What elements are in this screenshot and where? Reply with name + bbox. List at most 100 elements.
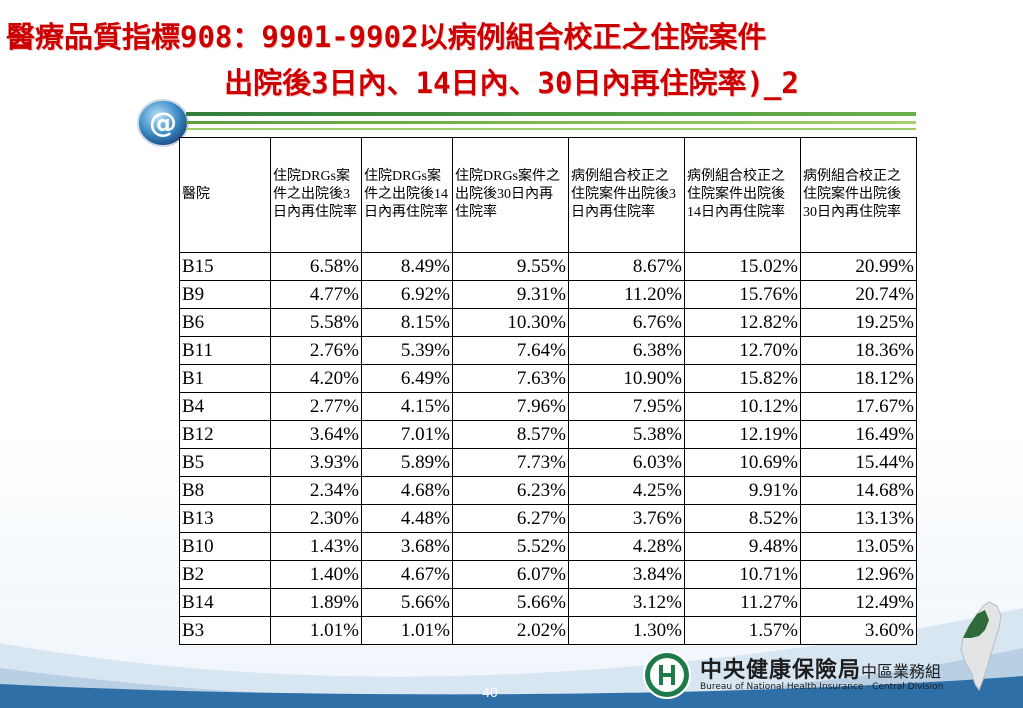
rate-cell: 2.77% bbox=[270, 392, 362, 421]
hospital-cell: B10 bbox=[179, 532, 271, 561]
rate-cell: 1.01% bbox=[361, 616, 453, 645]
slide-title: 醫療品質指標908：9901-9902以病例組合校正之住院案件 出院後3日內、1… bbox=[0, 14, 1023, 106]
org-name-english: Bureau of National Health Insurance · Ce… bbox=[700, 682, 944, 692]
header-rule-dark bbox=[186, 112, 916, 116]
rate-cell: 6.27% bbox=[452, 504, 569, 533]
rate-cell: 12.96% bbox=[800, 560, 917, 589]
rate-cell: 4.48% bbox=[361, 504, 453, 533]
table-row: B3 1.01% 1.01% 2.02% 1.30% 1.57% 3.60% bbox=[179, 616, 917, 645]
rate-cell: 3.64% bbox=[270, 420, 362, 449]
rate-cell: 10.69% bbox=[684, 448, 801, 477]
table-row: B11 2.76% 5.39% 7.64% 6.38% 12.70% 18.36% bbox=[179, 336, 917, 365]
rate-cell: 7.63% bbox=[452, 364, 569, 393]
header-rule-light bbox=[186, 128, 916, 130]
rate-cell: 15.02% bbox=[684, 252, 801, 281]
rate-cell: 3.76% bbox=[568, 504, 685, 533]
table-row: B13 2.30% 4.48% 6.27% 3.76% 8.52% 13.13% bbox=[179, 504, 917, 533]
hospital-cell: B14 bbox=[179, 588, 271, 617]
rate-cell: 2.34% bbox=[270, 476, 362, 505]
rate-cell: 7.95% bbox=[568, 392, 685, 421]
slide-title-line-2: 出院後3日內、14日內、30日內再住院率)_2 bbox=[224, 66, 799, 100]
rate-cell: 9.48% bbox=[684, 532, 801, 561]
table-row: B2 1.40% 4.67% 6.07% 3.84% 10.71% 12.96% bbox=[179, 560, 917, 589]
rate-cell: 10.71% bbox=[684, 560, 801, 589]
hospital-cell: B9 bbox=[179, 280, 271, 309]
rate-cell: 6.58% bbox=[270, 252, 362, 281]
table-header-row: 醫院 住院DRGs案件之出院後3日內再住院率 住院DRGs案件之出院後14日內再… bbox=[179, 137, 917, 253]
rate-cell: 15.44% bbox=[800, 448, 917, 477]
table-row: B1 4.20% 6.49% 7.63% 10.90% 15.82% 18.12% bbox=[179, 364, 917, 393]
column-header-drgs-30day: 住院DRGs案件之出院後30日內再住院率 bbox=[452, 137, 569, 253]
rate-cell: 1.01% bbox=[270, 616, 362, 645]
hospital-cell: B15 bbox=[179, 252, 271, 281]
rate-cell: 19.25% bbox=[800, 308, 917, 337]
rate-cell: 5.52% bbox=[452, 532, 569, 561]
rate-cell: 4.20% bbox=[270, 364, 362, 393]
footer-wave-decoration bbox=[0, 608, 1023, 708]
rate-cell: 4.77% bbox=[270, 280, 362, 309]
rate-cell: 10.90% bbox=[568, 364, 685, 393]
column-header-drgs-14day: 住院DRGs案件之出院後14日內再住院率 bbox=[361, 137, 453, 253]
hospital-cell: B4 bbox=[179, 392, 271, 421]
rate-cell: 2.76% bbox=[270, 336, 362, 365]
page-number: 40 bbox=[482, 684, 498, 700]
rate-cell: 13.05% bbox=[800, 532, 917, 561]
column-header-adjusted-14day: 病例組合校正之住院案件出院後14日內再住院率 bbox=[684, 137, 801, 253]
rate-cell: 1.57% bbox=[684, 616, 801, 645]
footer-organization: 中央健康保險局中區業務組 Bureau of National Health I… bbox=[700, 652, 943, 692]
rate-cell: 3.68% bbox=[361, 532, 453, 561]
hospital-cell: B13 bbox=[179, 504, 271, 533]
hospital-cell: B5 bbox=[179, 448, 271, 477]
rate-cell: 15.76% bbox=[684, 280, 801, 309]
org-division: 中區業務組 bbox=[861, 662, 942, 681]
rate-cell: 6.76% bbox=[568, 308, 685, 337]
rate-cell: 18.12% bbox=[800, 364, 917, 393]
rate-cell: 20.99% bbox=[800, 252, 917, 281]
rate-cell: 5.58% bbox=[270, 308, 362, 337]
rate-cell: 10.12% bbox=[684, 392, 801, 421]
rate-cell: 7.64% bbox=[452, 336, 569, 365]
rate-cell: 5.66% bbox=[361, 588, 453, 617]
hospital-cell: B2 bbox=[179, 560, 271, 589]
rate-cell: 3.93% bbox=[270, 448, 362, 477]
rate-cell: 6.49% bbox=[361, 364, 453, 393]
hospital-cell: B12 bbox=[179, 420, 271, 449]
rate-cell: 1.30% bbox=[568, 616, 685, 645]
rate-cell: 11.27% bbox=[684, 588, 801, 617]
rate-cell: 9.91% bbox=[684, 476, 801, 505]
rate-cell: 8.15% bbox=[361, 308, 453, 337]
table-row: B4 2.77% 4.15% 7.96% 7.95% 10.12% 17.67% bbox=[179, 392, 917, 421]
rate-cell: 6.23% bbox=[452, 476, 569, 505]
rate-cell: 1.40% bbox=[270, 560, 362, 589]
table-row: B15 6.58% 8.49% 9.55% 8.67% 15.02% 20.99% bbox=[179, 252, 917, 281]
rate-cell: 4.28% bbox=[568, 532, 685, 561]
rate-cell: 6.07% bbox=[452, 560, 569, 589]
rate-cell: 16.49% bbox=[800, 420, 917, 449]
column-header-adjusted-30day: 病例組合校正之住院案件出院後30日內再住院率 bbox=[800, 137, 917, 253]
taiwan-map-icon bbox=[960, 601, 1002, 692]
rate-cell: 5.38% bbox=[568, 420, 685, 449]
rate-cell: 4.25% bbox=[568, 476, 685, 505]
rate-cell: 2.02% bbox=[452, 616, 569, 645]
rate-cell: 15.82% bbox=[684, 364, 801, 393]
hospital-cell: B8 bbox=[179, 476, 271, 505]
column-header-drgs-3day: 住院DRGs案件之出院後3日內再住院率 bbox=[270, 137, 362, 253]
rate-cell: 12.19% bbox=[684, 420, 801, 449]
table-row: B12 3.64% 7.01% 8.57% 5.38% 12.19% 16.49% bbox=[179, 420, 917, 449]
rate-cell: 17.67% bbox=[800, 392, 917, 421]
org-name: 中央健康保險局 bbox=[700, 658, 862, 683]
rate-cell: 3.12% bbox=[568, 588, 685, 617]
svg-text:@: @ bbox=[149, 106, 177, 139]
nhi-emblem-icon bbox=[643, 651, 691, 699]
rate-cell: 14.68% bbox=[800, 476, 917, 505]
rate-cell: 10.30% bbox=[452, 308, 569, 337]
rate-cell: 4.68% bbox=[361, 476, 453, 505]
rate-cell: 8.49% bbox=[361, 252, 453, 281]
rate-cell: 18.36% bbox=[800, 336, 917, 365]
rate-cell: 5.39% bbox=[361, 336, 453, 365]
hospital-cell: B3 bbox=[179, 616, 271, 645]
slide-title-line-1: 醫療品質指標908：9901-9902以病例組合校正之住院案件 bbox=[6, 20, 767, 54]
rate-cell: 7.73% bbox=[452, 448, 569, 477]
rate-cell: 5.89% bbox=[361, 448, 453, 477]
rate-cell: 4.67% bbox=[361, 560, 453, 589]
